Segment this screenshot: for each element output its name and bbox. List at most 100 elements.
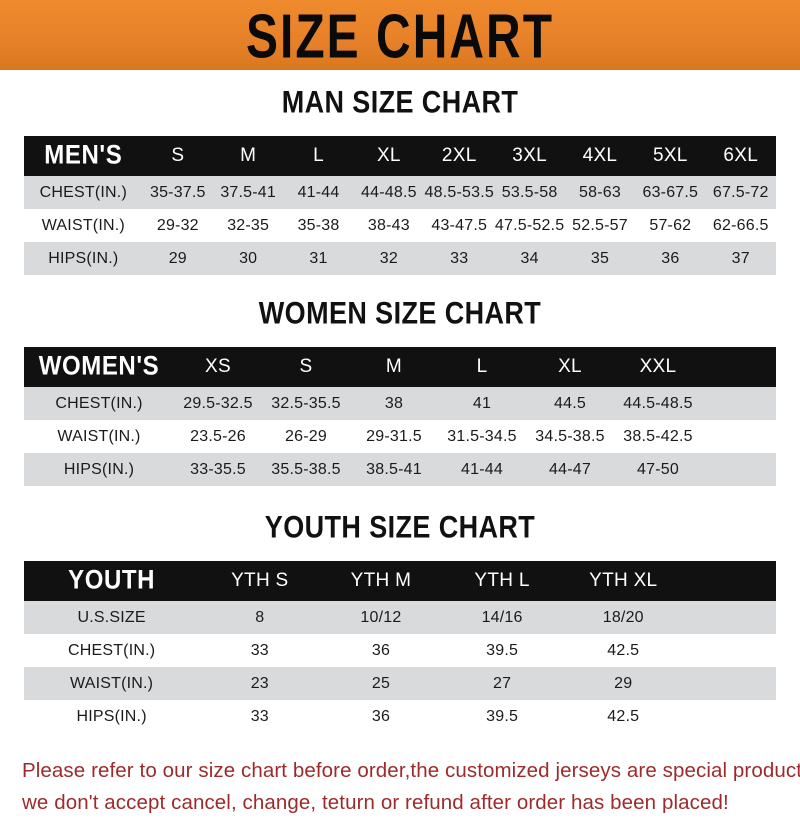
table-row: CHEST(IN.) 29.5-32.5 32.5-35.5 38 41 44.5 44.5… [24,387,776,420]
footer-disclaimer: Please refer to our size chart before or… [22,755,800,819]
men-cell: 32-35 [212,209,284,242]
table-row: HIPS(IN.) 33 36 39.5 42.5 [24,700,776,733]
women-header-label: WOMEN'S [38,351,160,382]
women-cell: 38 [350,387,438,420]
men-row-label: HIPS(IN.) [24,242,143,275]
women-size-header: M [385,356,403,377]
youth-header-row: YOUTH YTH S YTH M YTH L YTH XL [24,561,776,601]
table-row: WAIST(IN.) 29-32 32-35 35-38 38-43 43-47.5 47.… [24,209,776,242]
women-header-spacer [702,347,776,387]
youth-cell-spacer [683,601,776,634]
men-cell: 57-62 [635,209,706,242]
page-title: SIZE CHART [245,0,555,70]
youth-size-header: YTH XL [589,570,658,591]
women-cell: 44.5 [526,387,614,420]
women-cell: 23.5-26 [174,420,262,453]
men-cell: 44-48.5 [353,176,425,209]
women-header-row: WOMEN'S XS S M L XL XXL [24,347,776,387]
men-header-label: MEN'S [44,140,123,171]
men-cell: 63-67.5 [635,176,706,209]
men-cell: 35-38 [283,209,354,242]
youth-cell-spacer [683,634,776,667]
men-cell: 58-63 [564,176,636,209]
women-cell-spacer [702,453,776,486]
men-size-header: 6XL [723,145,759,166]
women-cell: 41 [438,387,526,420]
women-row-label: WAIST(IN.) [24,420,174,453]
men-cell: 62-66.5 [705,209,776,242]
women-cell: 38.5-41 [350,453,438,486]
women-cell: 29-31.5 [350,420,438,453]
men-size-header: 3XL [512,145,547,166]
women-cell: 47-50 [614,453,702,486]
women-cell: 33-35.5 [174,453,262,486]
men-cell: 48.5-53.5 [424,176,495,209]
youth-header-label: YOUTH [68,565,156,596]
men-size-header: 4XL [582,145,618,166]
men-cell: 47.5-52.5 [494,209,565,242]
youth-row-label: U.S.SIZE [24,601,200,634]
youth-cell-spacer [683,700,776,733]
women-row-label: HIPS(IN.) [24,453,174,486]
men-cell: 67.5-72 [705,176,776,209]
women-size-table: WOMEN'S XS S M L XL XXL CHEST(IN.) 29.5-32.5 32.5… [24,347,776,486]
page-banner: SIZE CHART [0,0,800,70]
table-row: CHEST(IN.) 35-37.5 37.5-41 41-44 44-48.5 48.5… [24,176,776,209]
footer-line-1: Please refer to our size chart before or… [22,759,800,782]
table-row: U.S.SIZE 8 10/12 14/16 18/20 [24,601,776,634]
men-size-section: MAN SIZE CHART MEN'S S M L XL 2XL 3XL 4XL 5XL 6XL… [0,84,800,275]
men-cell: 35-37.5 [142,176,213,209]
women-cell: 32.5-35.5 [262,387,350,420]
youth-cell: 39.5 [441,634,563,667]
table-row: HIPS(IN.) 29 30 31 32 33 34 35 36 37 [24,242,776,275]
youth-cell: 36 [320,634,442,667]
women-cell-spacer [702,387,776,420]
men-cell: 34 [494,242,565,275]
men-size-header: L [313,145,324,166]
youth-cell: 23 [199,667,321,700]
youth-cell: 29 [562,667,684,700]
youth-header-spacer [683,561,776,601]
men-row-label: WAIST(IN.) [24,209,143,242]
youth-cell: 25 [320,667,442,700]
men-cell: 53.5-58 [494,176,565,209]
women-cell: 29.5-32.5 [174,387,262,420]
youth-cell: 36 [320,700,442,733]
table-row: CHEST(IN.) 33 36 39.5 42.5 [24,634,776,667]
men-cell: 52.5-57 [564,209,636,242]
table-row: WAIST(IN.) 23 25 27 29 [24,667,776,700]
youth-size-header: YTH L [474,570,530,591]
men-cell: 29-32 [142,209,213,242]
men-cell: 29 [142,242,213,275]
youth-cell: 8 [199,601,321,634]
youth-cell: 14/16 [441,601,563,634]
youth-row-label: CHEST(IN.) [24,634,200,667]
youth-size-table: YOUTH YTH S YTH M YTH L YTH XL U.S.SIZE 8 10/12… [24,561,776,733]
youth-cell-spacer [683,667,776,700]
men-row-label: CHEST(IN.) [24,176,143,209]
youth-row-label: WAIST(IN.) [24,667,200,700]
youth-cell: 18/20 [562,601,684,634]
women-row-label: CHEST(IN.) [24,387,174,420]
youth-cell: 33 [199,634,321,667]
table-row: HIPS(IN.) 33-35.5 35.5-38.5 38.5-41 41-44 44-… [24,453,776,486]
men-cell: 30 [212,242,284,275]
men-size-header: S [171,145,185,166]
men-cell: 37.5-41 [212,176,284,209]
women-size-header: XXL [639,356,677,377]
youth-size-header: YTH M [350,570,412,591]
youth-cell: 33 [199,700,321,733]
women-size-section: WOMEN SIZE CHART WOMEN'S XS S M L XL XXL CHEST(… [0,295,800,486]
men-size-header: 2XL [441,145,477,166]
women-size-header: XL [558,356,582,377]
men-cell: 38-43 [353,209,425,242]
youth-size-section: YOUTH SIZE CHART YOUTH YTH S YTH M YTH L YTH… [0,509,800,733]
men-cell: 35 [564,242,636,275]
women-size-header: S [299,356,313,377]
women-cell: 38.5-42.5 [614,420,702,453]
youth-cell: 42.5 [562,634,684,667]
youth-size-header: YTH S [231,570,289,591]
men-header-row: MEN'S S M L XL 2XL 3XL 4XL 5XL 6XL [24,136,776,176]
women-cell: 26-29 [262,420,350,453]
women-cell: 44-47 [526,453,614,486]
